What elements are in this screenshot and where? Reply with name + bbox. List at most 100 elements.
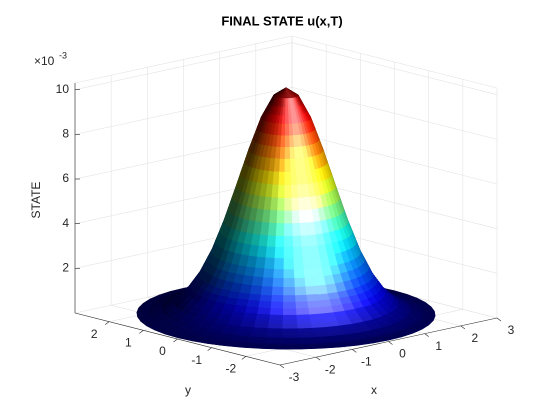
grid-line bbox=[291, 131, 498, 185]
surface-facet bbox=[268, 319, 284, 325]
grid-line bbox=[291, 87, 498, 140]
x-tick-label: 3 bbox=[508, 323, 515, 337]
x-tick-label: -2 bbox=[325, 362, 336, 376]
surface-facet bbox=[282, 328, 299, 333]
surface-facet bbox=[282, 319, 298, 325]
surface-facet bbox=[294, 294, 308, 303]
surface-facet bbox=[288, 134, 294, 148]
z-axis-label: STATE bbox=[29, 182, 43, 219]
surface-facet bbox=[258, 234, 269, 247]
surface-facet bbox=[239, 283, 253, 294]
y-axis-label: y bbox=[185, 383, 191, 397]
surface-facet bbox=[289, 146, 295, 159]
surface-facet bbox=[292, 246, 303, 259]
y-tick bbox=[207, 347, 212, 351]
surface-facet bbox=[260, 285, 274, 296]
x-tick-label: -3 bbox=[289, 370, 300, 384]
surface-facet bbox=[294, 286, 307, 296]
y-tick-label: -1 bbox=[191, 353, 202, 367]
box-edge bbox=[74, 35, 293, 84]
surface-facet bbox=[283, 222, 293, 237]
x-tick bbox=[352, 349, 357, 353]
surface-facet bbox=[272, 170, 280, 185]
surface-facet bbox=[283, 268, 295, 279]
surface-facet bbox=[269, 308, 284, 316]
surface-facet bbox=[270, 301, 284, 309]
x-tick bbox=[388, 341, 393, 345]
surface-facet bbox=[282, 323, 298, 330]
surface-facet bbox=[284, 158, 291, 172]
grid-line bbox=[291, 42, 498, 95]
surface-facet bbox=[279, 158, 286, 172]
surface-facet bbox=[262, 276, 274, 287]
grid-line bbox=[74, 87, 293, 135]
surface-facet bbox=[269, 209, 278, 224]
surface-facet bbox=[255, 256, 267, 269]
x-tick bbox=[496, 317, 502, 322]
surface-facet bbox=[281, 114, 286, 124]
x-tick bbox=[424, 333, 429, 337]
surface-facet bbox=[277, 184, 285, 198]
surface-facet bbox=[282, 337, 300, 341]
surface-facet bbox=[274, 246, 285, 259]
surface-facet bbox=[290, 184, 298, 198]
surface-facet bbox=[267, 222, 278, 236]
surface-facet bbox=[276, 209, 285, 224]
surface-facet bbox=[300, 234, 310, 247]
surface-facet bbox=[285, 94, 288, 99]
surface-facet bbox=[303, 276, 316, 287]
z-tick-label: 8 bbox=[62, 127, 69, 141]
surface-facet bbox=[263, 268, 275, 278]
surface-facet bbox=[256, 245, 268, 258]
surface-facet bbox=[275, 146, 281, 159]
surface-facet bbox=[284, 171, 291, 185]
surface-facet bbox=[295, 314, 311, 320]
surface-facet bbox=[302, 256, 313, 270]
surface-facet bbox=[307, 307, 322, 315]
surface-facet bbox=[313, 275, 326, 286]
y-tick-label: -2 bbox=[225, 362, 236, 376]
surface-facet bbox=[279, 146, 286, 159]
surface-facet bbox=[250, 284, 263, 295]
y-tick bbox=[241, 356, 247, 360]
surface-facet bbox=[310, 255, 322, 269]
surface-facet bbox=[267, 323, 284, 330]
surface-facet bbox=[265, 245, 276, 259]
x-tick bbox=[315, 356, 321, 361]
surface-facet bbox=[283, 246, 294, 259]
surface-facet bbox=[283, 277, 295, 287]
z-tick-label: 2 bbox=[62, 261, 69, 275]
surface-facet bbox=[303, 267, 315, 278]
surface-facet bbox=[261, 346, 283, 350]
box-edge bbox=[291, 35, 498, 89]
surface-facet bbox=[278, 171, 286, 185]
surface-facet bbox=[275, 235, 285, 248]
surface-facet bbox=[289, 158, 296, 172]
surface-facet bbox=[292, 235, 302, 248]
surface-facet bbox=[283, 257, 294, 270]
surface-facet bbox=[292, 257, 304, 270]
surface-facet bbox=[284, 123, 290, 136]
surface-facet bbox=[296, 318, 312, 325]
x-tick-label: 2 bbox=[471, 331, 478, 345]
surface-facet bbox=[283, 301, 297, 309]
y-tick bbox=[104, 321, 110, 325]
surface-facet bbox=[284, 197, 292, 211]
surface-facet bbox=[251, 275, 264, 287]
surface-facet bbox=[273, 157, 281, 172]
surface-facet bbox=[248, 293, 262, 302]
surface-facet bbox=[295, 307, 310, 316]
y-tick-label: 0 bbox=[159, 344, 166, 358]
y-tick bbox=[139, 330, 144, 334]
surface-facet bbox=[280, 134, 286, 148]
surface-facet bbox=[266, 234, 277, 247]
surface-facet bbox=[306, 300, 321, 309]
surface-facet bbox=[291, 209, 300, 224]
surface-facet bbox=[271, 183, 280, 198]
surface-facet bbox=[253, 267, 265, 278]
surface bbox=[136, 87, 436, 350]
surface-facet bbox=[281, 123, 286, 136]
surface-facet bbox=[285, 106, 289, 116]
z-scale-base: ×10 bbox=[34, 54, 55, 68]
